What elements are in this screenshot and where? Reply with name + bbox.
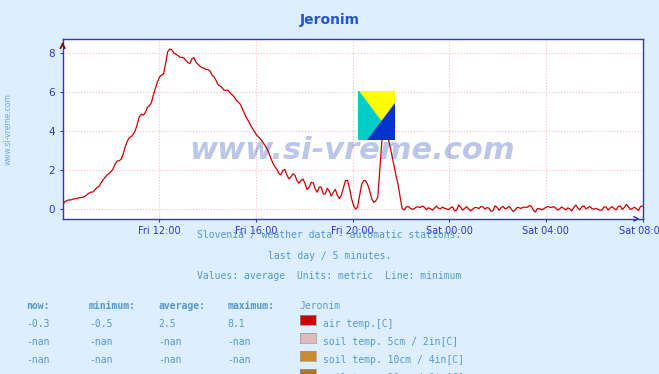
Text: -nan: -nan [158, 337, 182, 347]
Text: -nan: -nan [158, 355, 182, 365]
Text: -nan: -nan [89, 355, 113, 365]
Text: -nan: -nan [26, 337, 50, 347]
Text: -nan: -nan [158, 373, 182, 374]
Text: 8.1: 8.1 [227, 319, 245, 329]
Text: soil temp. 20cm / 8in[C]: soil temp. 20cm / 8in[C] [323, 373, 464, 374]
Text: maximum:: maximum: [227, 301, 274, 311]
Text: average:: average: [158, 301, 205, 311]
Text: -nan: -nan [89, 373, 113, 374]
Text: -0.3: -0.3 [26, 319, 50, 329]
Text: -nan: -nan [227, 355, 251, 365]
Text: now:: now: [26, 301, 50, 311]
Text: -nan: -nan [227, 373, 251, 374]
Text: www.si-vreme.com: www.si-vreme.com [190, 136, 515, 165]
Text: Jeronim: Jeronim [300, 301, 341, 311]
Text: last day / 5 minutes.: last day / 5 minutes. [268, 251, 391, 261]
Text: -nan: -nan [26, 373, 50, 374]
Text: Jeronim: Jeronim [299, 13, 360, 27]
Text: soil temp. 5cm / 2in[C]: soil temp. 5cm / 2in[C] [323, 337, 458, 347]
Text: -0.5: -0.5 [89, 319, 113, 329]
Text: Values: average  Units: metric  Line: minimum: Values: average Units: metric Line: mini… [197, 271, 462, 281]
Text: -nan: -nan [89, 337, 113, 347]
Text: -nan: -nan [26, 355, 50, 365]
Text: air temp.[C]: air temp.[C] [323, 319, 393, 329]
Polygon shape [368, 103, 395, 140]
Polygon shape [358, 91, 395, 140]
Text: www.si-vreme.com: www.si-vreme.com [4, 93, 13, 165]
Polygon shape [358, 91, 395, 140]
Text: 2.5: 2.5 [158, 319, 176, 329]
Text: soil temp. 10cm / 4in[C]: soil temp. 10cm / 4in[C] [323, 355, 464, 365]
Text: -nan: -nan [227, 337, 251, 347]
Text: minimum:: minimum: [89, 301, 136, 311]
Text: Slovenia / weather data - automatic stations.: Slovenia / weather data - automatic stat… [197, 230, 462, 240]
